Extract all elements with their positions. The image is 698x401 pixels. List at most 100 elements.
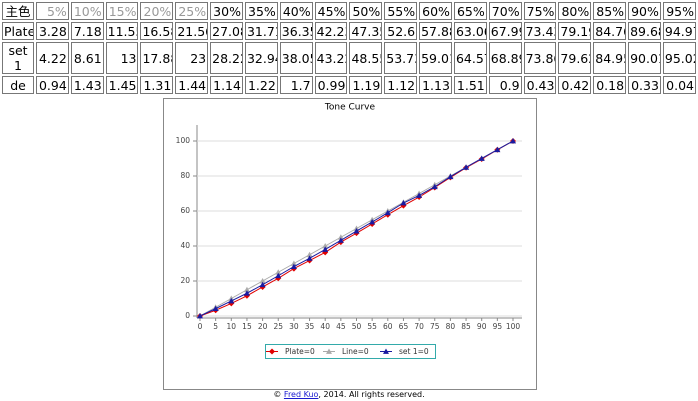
table-cell: 90% [628, 2, 661, 20]
chart-title: Tone Curve [324, 103, 376, 113]
x-tick-label: 50 [352, 322, 362, 331]
table-cell: 55% [384, 2, 418, 20]
point [228, 297, 235, 304]
table-cell: 84.95 [593, 42, 627, 74]
x-tick-label: 85 [461, 322, 471, 331]
y-tick-label: 20 [180, 276, 190, 285]
point [243, 286, 250, 293]
legend-marker [383, 348, 389, 354]
x-tick-label: 0 [198, 322, 203, 331]
x-tick-label: 70 [414, 322, 424, 331]
table-cell: 80% [558, 2, 592, 20]
table-cell: 68.89 [488, 42, 522, 74]
table-cell: 38.05 [279, 42, 313, 74]
legend-label: Line=0 [342, 347, 369, 356]
table-cell: 79.19 [558, 22, 592, 40]
table-cell: 53.73 [384, 42, 418, 74]
y-tick-label: 60 [180, 206, 190, 215]
table-cell: 28.22 [210, 42, 243, 74]
x-tick-label: 35 [305, 322, 315, 331]
table-cell: 94.97 [662, 22, 696, 40]
footer-suffix: , 2014. All rights reserved. [318, 390, 425, 399]
table-cell: de [2, 76, 34, 94]
legend-marker [326, 348, 332, 354]
table-cell: 52.6 [384, 22, 418, 40]
y-tick-label: 100 [176, 136, 191, 145]
table-cell: 13 [105, 42, 139, 74]
x-tick-label: 75 [430, 322, 440, 331]
table-cell: 1.7 [279, 76, 313, 94]
table-row: Plate3.287.1811.5516.5821.5627.0831.7136… [2, 22, 696, 40]
chart-frame [163, 98, 537, 390]
data-table: 主色 5% 10% 15% 20% 25% 30% 35% 40% 45% 50% 55% 60% 65%… [0, 0, 698, 96]
table-row: 主色 5% 10% 15% 20% 25% 30% 35% 40% 45% 50% 55% 60% 65%… [2, 2, 696, 20]
point [337, 237, 344, 243]
point [290, 260, 297, 266]
point [243, 290, 250, 296]
table-cell: 1.45 [105, 76, 139, 94]
point [353, 228, 360, 234]
table-cell: 35% [244, 2, 278, 20]
table-cell: 59.01 [419, 42, 452, 74]
x-tick-label: 55 [367, 322, 377, 331]
point [494, 146, 501, 153]
table-cell: 3.28 [36, 22, 69, 40]
point [212, 305, 219, 312]
table-cell: 1.51 [453, 76, 487, 94]
legend-label: Plate=0 [285, 347, 315, 356]
table-cell: 50% [349, 2, 383, 20]
table-cell: 65% [453, 2, 487, 20]
point [416, 192, 423, 198]
table-cell: Plate [2, 22, 34, 40]
table-cell: 32.94 [244, 42, 278, 74]
table-cell: 79.62 [558, 42, 592, 74]
table-cell: 17.88 [140, 42, 174, 74]
y-tick-label: 40 [180, 241, 190, 250]
table-cell: 95% [662, 2, 696, 20]
author-link[interactable]: Fred Kuo [283, 390, 319, 399]
point [463, 164, 470, 170]
table-cell: 0.33 [628, 76, 661, 94]
table-cell: 0.42 [558, 76, 592, 94]
table-cell: 0.94 [36, 76, 69, 94]
point [306, 251, 313, 258]
x-tick-label: 90 [477, 322, 487, 331]
point [369, 218, 376, 225]
point [197, 313, 203, 319]
table-cell: 1.12 [384, 76, 418, 94]
y-tick-label: 0 [185, 311, 190, 320]
table-row: de 0.94 1.43 1.45 1.31 1.44 1.14 1.22 1.7 0.99 1.1… [2, 76, 696, 94]
table-cell: 23 [175, 42, 209, 74]
legend-label: set 1=0 [399, 347, 429, 356]
table-cell: 27.08 [210, 22, 243, 40]
table-cell: 48.55 [349, 42, 383, 74]
table-cell: 73.43 [523, 22, 557, 40]
table-cell: 42.23 [314, 22, 348, 40]
x-tick-label: 65 [399, 322, 409, 331]
table-cell: 57.88 [419, 22, 452, 40]
table-cell: 0.9 [488, 76, 522, 94]
table-cell: 0.04 [662, 76, 696, 94]
x-tick-label: 20 [258, 322, 268, 331]
legend [265, 344, 436, 359]
table-cell: 95.02 [662, 42, 696, 74]
point [275, 269, 282, 275]
footer-prefix: © [273, 390, 282, 399]
x-tick-label: 60 [383, 322, 393, 331]
table-cell: 64.57 [453, 42, 487, 74]
table-cell: 85% [593, 2, 627, 20]
point [384, 209, 391, 216]
table-cell: 25% [175, 2, 209, 20]
x-tick-label: 95 [493, 322, 503, 331]
footer: © Fred Kuo, 2014. All rights reserved. [0, 390, 698, 399]
table-cell: 73.86 [523, 42, 557, 74]
table-cell: 1.22 [244, 76, 278, 94]
table-cell: 15% [105, 2, 139, 20]
table-cell: 0.18 [593, 76, 627, 94]
table-cell: 5% [36, 2, 69, 20]
table-cell: 0.99 [314, 76, 348, 94]
x-tick-label: 5 [213, 322, 218, 331]
point [447, 173, 454, 180]
